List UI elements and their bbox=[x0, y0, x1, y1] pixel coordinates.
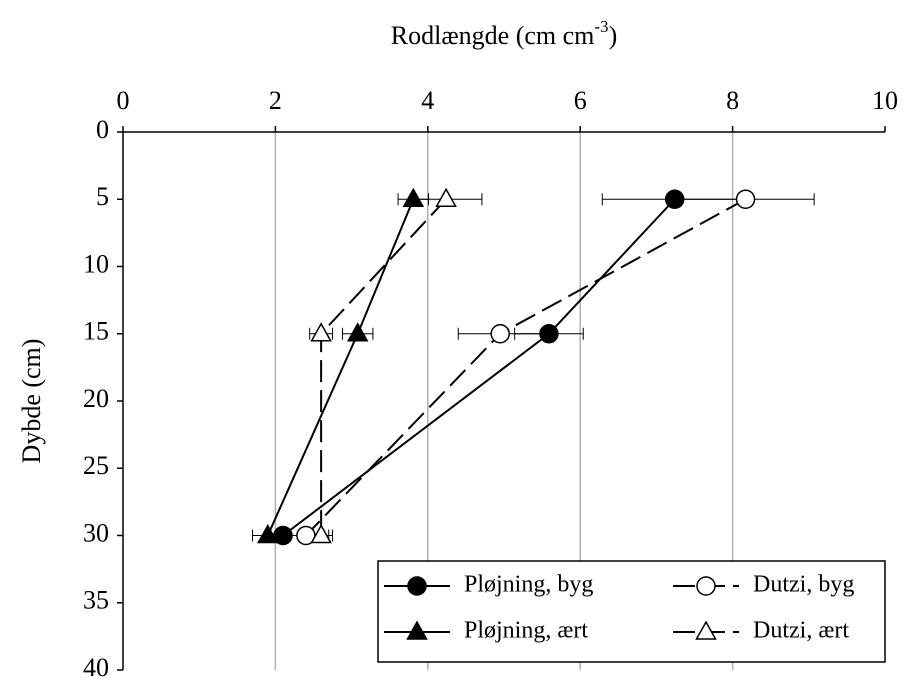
title-end: ) bbox=[609, 21, 618, 50]
data-point bbox=[257, 523, 279, 544]
x-tick-label: 6 bbox=[574, 86, 587, 115]
x-tick-label: 8 bbox=[726, 86, 739, 115]
y-tick-label: 15 bbox=[83, 317, 109, 346]
y-tick-label: 0 bbox=[96, 115, 109, 144]
data-point bbox=[346, 322, 369, 342]
legend-label: Dutzi, byg bbox=[753, 572, 854, 598]
legend-marker bbox=[406, 620, 428, 640]
x-tick-label: 4 bbox=[421, 86, 434, 115]
x-tick-label: 0 bbox=[117, 86, 130, 115]
y-tick-label: 30 bbox=[83, 518, 109, 547]
y-axis-label: Dybde (cm) bbox=[17, 339, 46, 464]
title-superscript: -3 bbox=[594, 17, 608, 36]
x-tick-label: 10 bbox=[872, 86, 898, 115]
legend-label: Pløjning, byg bbox=[464, 572, 593, 598]
series-line bbox=[266, 198, 415, 536]
series-line bbox=[305, 198, 747, 537]
data-point bbox=[664, 189, 685, 209]
y-tick-label: 35 bbox=[83, 586, 109, 615]
legend-label: Pløjning, ært bbox=[464, 618, 588, 644]
data-point bbox=[310, 322, 332, 342]
legend-box bbox=[377, 560, 886, 663]
data-point bbox=[490, 324, 510, 344]
y-tick-label: 25 bbox=[83, 451, 109, 480]
y-tick-label: 10 bbox=[83, 249, 109, 278]
y-tick-label: 40 bbox=[83, 653, 109, 679]
chart-title: Rodlængde (cm cm-3) bbox=[391, 17, 617, 50]
data-point bbox=[735, 189, 756, 209]
legend-marker bbox=[407, 576, 427, 596]
x-tick-label: 2 bbox=[269, 86, 282, 115]
title-main: Rodlængde (cm cm bbox=[391, 21, 595, 50]
data-point bbox=[539, 324, 559, 344]
legend: Pløjning, byg Dutzi, byg Pløjning, ært Dutz… bbox=[377, 560, 886, 663]
data-point bbox=[402, 187, 425, 207]
data-point bbox=[310, 523, 332, 544]
y-tick-label: 20 bbox=[83, 384, 109, 413]
legend-marker bbox=[696, 576, 716, 596]
y-tick-label: 5 bbox=[96, 182, 109, 211]
data-point bbox=[435, 187, 457, 207]
legend-marker bbox=[695, 620, 717, 640]
legend-label: Dutzi, ært bbox=[753, 618, 849, 644]
